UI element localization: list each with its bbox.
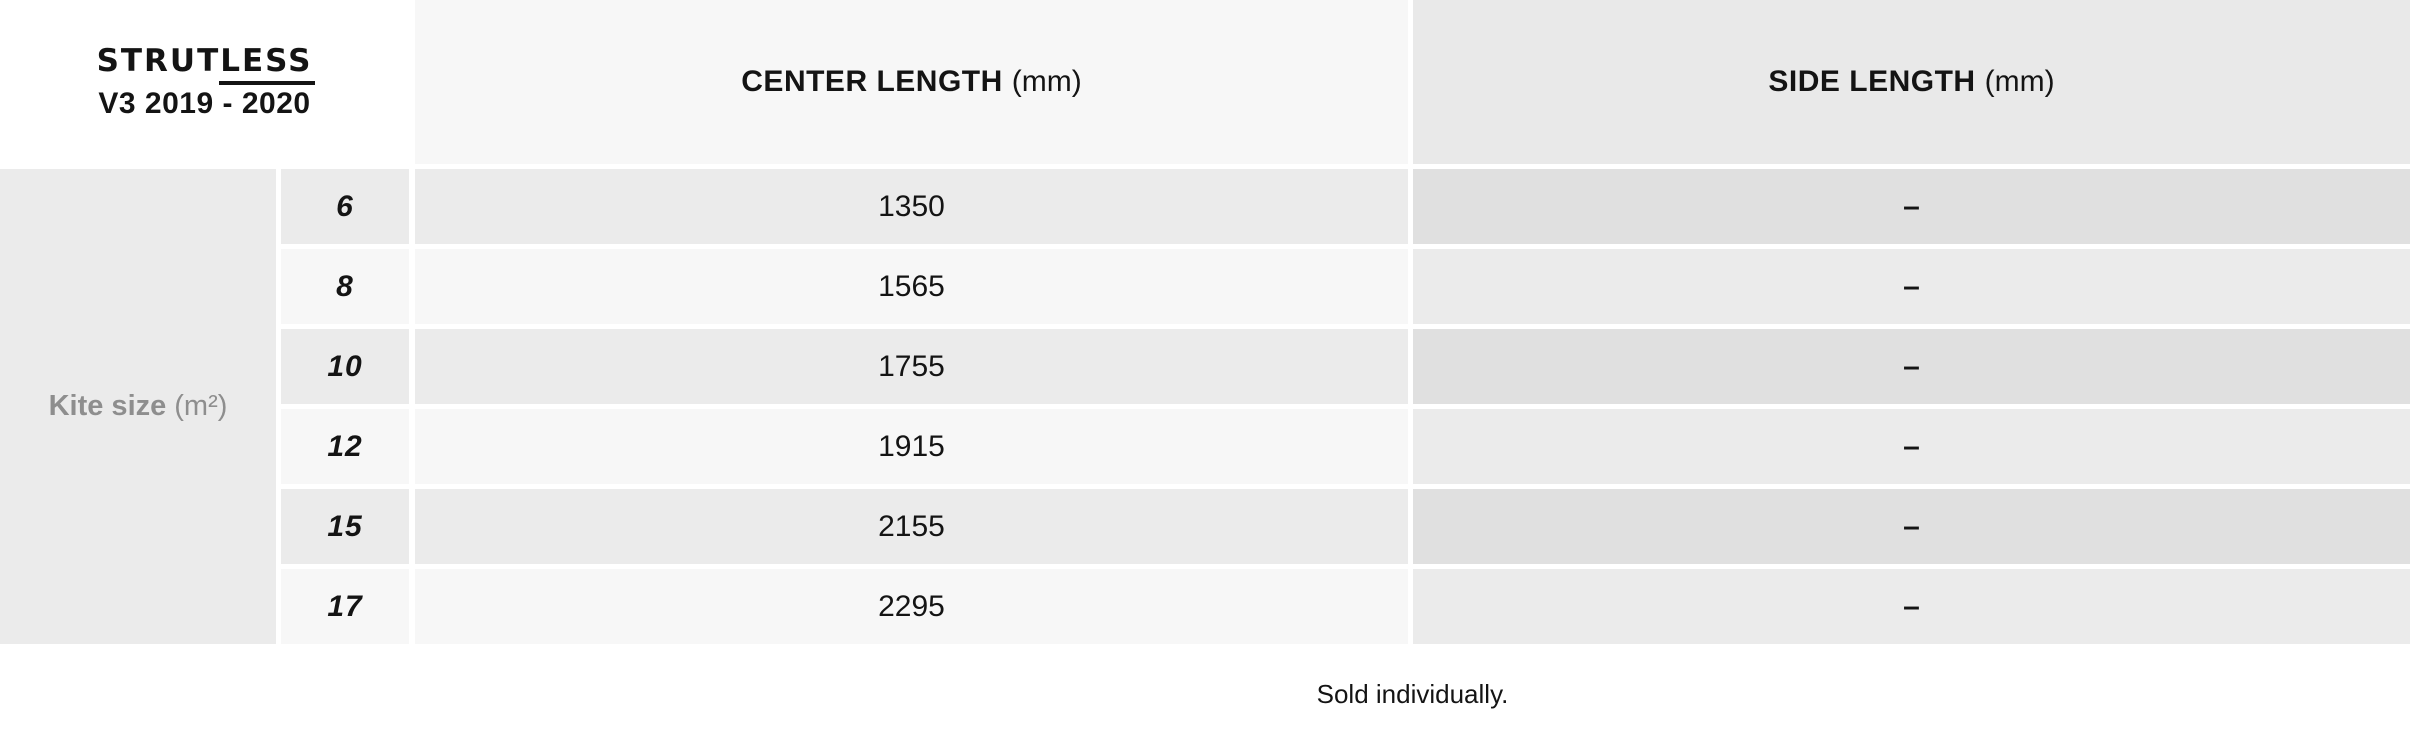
center-length-value: 2295 xyxy=(415,569,1408,644)
side-length-value: – xyxy=(1413,249,2410,324)
center-length-header-label: CENTER LENGTH xyxy=(741,65,1003,98)
center-length-value: 1350 xyxy=(415,169,1408,244)
brand-cell: STRUTLESS V3 2019 - 2020 xyxy=(0,0,409,164)
center-length-value: 2155 xyxy=(415,489,1408,564)
kite-size-label: Kite size xyxy=(48,390,167,422)
side-length-value: – xyxy=(1413,569,2410,644)
kite-size-value: 12 xyxy=(281,409,409,484)
side-length-header-label: SIDE LENGTH xyxy=(1768,65,1976,98)
footer-note: Sold individually. xyxy=(415,644,2410,744)
center-length-value: 1915 xyxy=(415,409,1408,484)
kite-size-value: 8 xyxy=(281,249,409,324)
side-length-value: – xyxy=(1413,489,2410,564)
kite-size-value: 17 xyxy=(281,569,409,644)
brand-logo: STRUTLESS xyxy=(96,42,313,79)
column-header-side-length: SIDE LENGTH (mm) xyxy=(1413,0,2410,164)
brand-logo-less-underlined: LESS xyxy=(220,42,313,79)
brand-version: V3 2019 - 2020 xyxy=(98,86,311,120)
brand-logo-strut: STRUT xyxy=(96,42,221,79)
kite-size-unit: (m²) xyxy=(174,390,228,422)
kite-size-value: 15 xyxy=(281,489,409,564)
side-length-value: – xyxy=(1413,329,2410,404)
kite-size-value: 10 xyxy=(281,329,409,404)
column-header-center-length: CENTER LENGTH (mm) xyxy=(415,0,1408,164)
kite-size-value: 6 xyxy=(281,169,409,244)
center-length-value: 1755 xyxy=(415,329,1408,404)
side-length-header-unit: (mm) xyxy=(1984,65,2055,98)
side-length-value: – xyxy=(1413,169,2410,244)
center-length-header-unit: (mm) xyxy=(1011,65,1082,98)
center-length-value: 1565 xyxy=(415,249,1408,324)
row-header-kite-size: Kite size (m²) xyxy=(0,169,276,644)
side-length-value: – xyxy=(1413,409,2410,484)
